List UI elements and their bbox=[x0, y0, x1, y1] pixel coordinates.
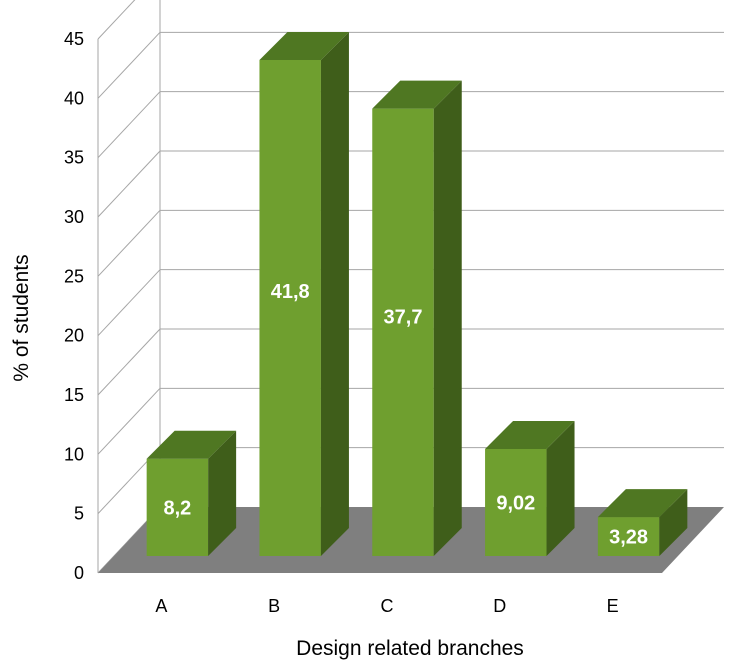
data-label: 3,28 bbox=[609, 527, 648, 549]
y-axis-title: % of students bbox=[10, 254, 33, 381]
y-tick-label: 30 bbox=[64, 207, 84, 227]
data-label: 41,8 bbox=[271, 281, 310, 303]
bar-top bbox=[146, 430, 237, 459]
x-axis: A B C D E bbox=[155, 596, 618, 616]
bar-top bbox=[259, 31, 349, 60]
gridline-diagonal bbox=[97, 328, 161, 396]
y-tick-label: 0 bbox=[74, 563, 84, 583]
bar bbox=[372, 108, 434, 557]
bar-side bbox=[659, 489, 688, 556]
x-tick-label: C bbox=[380, 596, 393, 616]
data-labels: 8,2 41,8 37,7 9,02 3,28 bbox=[163, 281, 648, 548]
x-tick-label: A bbox=[155, 596, 167, 616]
y-tick-label: 40 bbox=[64, 88, 84, 108]
y-tick-label: 20 bbox=[64, 326, 84, 346]
bar-side bbox=[208, 430, 237, 556]
data-label: 9,02 bbox=[496, 492, 535, 514]
bar-side bbox=[320, 31, 349, 557]
bar-side bbox=[546, 420, 575, 556]
gridline-diagonal bbox=[97, 150, 161, 218]
gridline-diagonal bbox=[97, 0, 136, 40]
gridline-diagonal bbox=[97, 209, 161, 277]
gridline-diagonal bbox=[97, 31, 161, 99]
bar bbox=[146, 458, 209, 556]
bar bbox=[485, 448, 547, 556]
gridline-diagonal bbox=[97, 91, 161, 159]
bar-top bbox=[597, 489, 688, 518]
y-tick-label: 5 bbox=[74, 504, 84, 524]
data-label: 37,7 bbox=[384, 306, 423, 328]
y-tick-label: 35 bbox=[64, 148, 84, 168]
bar-side bbox=[433, 80, 462, 557]
bar bbox=[597, 517, 660, 556]
bar-top bbox=[372, 80, 462, 109]
gridline-diagonal bbox=[97, 387, 161, 455]
x-tick-label: D bbox=[493, 596, 506, 616]
bars bbox=[146, 31, 688, 557]
y-tick-label: 10 bbox=[64, 444, 84, 464]
y-tick-label: 15 bbox=[64, 385, 84, 405]
x-axis-title: Design related branches bbox=[296, 637, 524, 660]
y-axis: 0 5 10 15 20 25 30 35 40 45 bbox=[64, 29, 99, 583]
data-label: 8,2 bbox=[163, 497, 191, 519]
y-tick-label: 45 bbox=[64, 29, 84, 49]
y-tick-label: 25 bbox=[64, 266, 84, 286]
bar bbox=[259, 59, 321, 557]
bar-top bbox=[485, 420, 575, 449]
x-tick-label: B bbox=[268, 596, 280, 616]
x-tick-label: E bbox=[607, 596, 619, 616]
gridline-diagonal bbox=[97, 269, 161, 337]
